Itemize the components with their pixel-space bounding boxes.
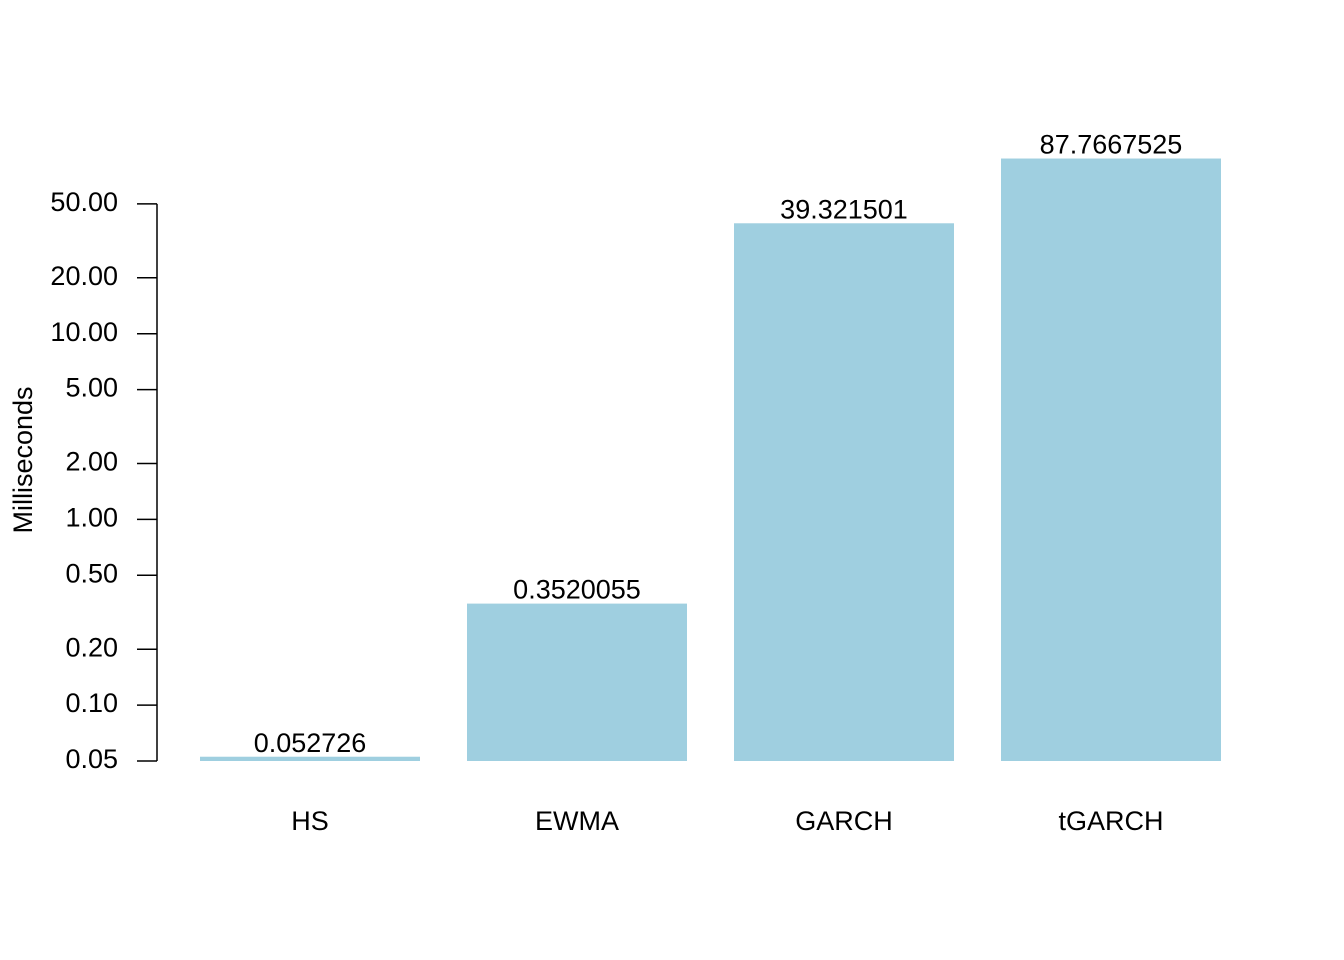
y-tick-label: 0.10 [65, 688, 118, 718]
y-tick-label: 2.00 [65, 447, 118, 477]
y-tick-label: 10.00 [50, 317, 118, 347]
bar [1001, 158, 1221, 762]
y-tick-label: 1.00 [65, 503, 118, 533]
data-label: 87.7667525 [1040, 130, 1183, 160]
x-tick-label: HS [291, 806, 329, 836]
y-axis-label: Milliseconds [8, 386, 38, 533]
y-tick-label: 0.20 [65, 632, 118, 662]
x-tick-label: GARCH [795, 806, 893, 836]
y-tick-label: 5.00 [65, 373, 118, 403]
bar [734, 223, 954, 761]
data-label: 0.3520055 [513, 575, 641, 605]
x-tick-label: EWMA [535, 806, 619, 836]
data-label: 39.321501 [780, 194, 908, 224]
bar [200, 756, 420, 761]
y-tick-label: 20.00 [50, 261, 118, 291]
y-tick-label: 50.00 [50, 187, 118, 217]
data-label: 0.052726 [254, 728, 367, 758]
y-tick-label: 0.50 [65, 558, 118, 588]
bar [467, 603, 687, 761]
x-tick-label: tGARCH [1058, 806, 1163, 836]
y-tick-label: 0.05 [65, 744, 118, 774]
